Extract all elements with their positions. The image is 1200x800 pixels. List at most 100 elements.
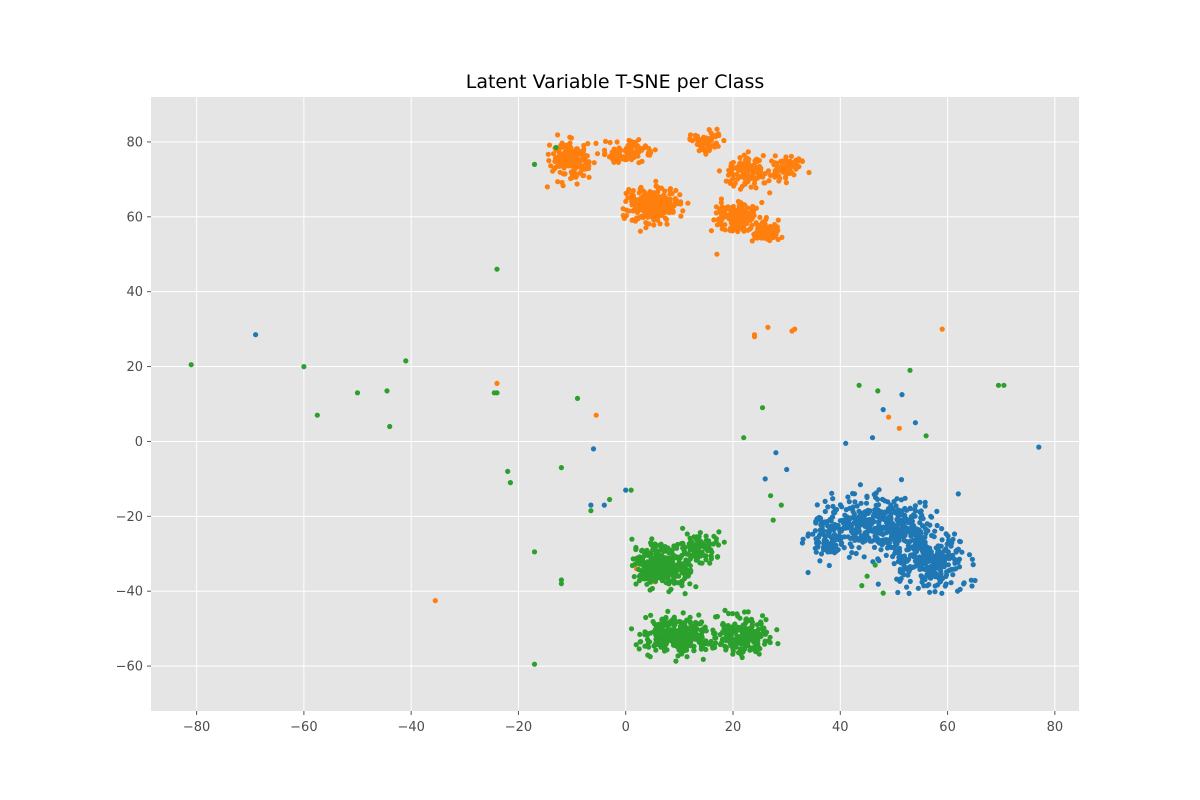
- data-point: [707, 560, 713, 566]
- data-point: [828, 518, 834, 524]
- data-point: [907, 505, 913, 511]
- data-point: [876, 558, 882, 564]
- data-point: [753, 647, 759, 654]
- x-tick-label: 0: [622, 720, 630, 735]
- data-point: [770, 234, 777, 241]
- data-point: [657, 634, 663, 640]
- data-point: [768, 493, 774, 499]
- data-point: [812, 545, 818, 551]
- data-point: [884, 539, 890, 545]
- y-tick-label: −20: [116, 510, 143, 525]
- data-point: [555, 132, 561, 138]
- data-point: [743, 631, 749, 637]
- data-point: [662, 621, 668, 627]
- data-point: [851, 491, 858, 497]
- data-point: [945, 533, 951, 539]
- data-point: [601, 502, 607, 508]
- data-point: [637, 639, 643, 645]
- data-point: [841, 545, 847, 551]
- x-tick-label: 60: [939, 720, 956, 735]
- data-point: [507, 480, 513, 486]
- data-point: [732, 180, 738, 186]
- data-point: [637, 631, 643, 638]
- data-point: [925, 558, 931, 565]
- data-point: [898, 556, 904, 562]
- data-point: [649, 536, 655, 542]
- data-point: [760, 153, 766, 159]
- data-point: [562, 171, 568, 177]
- data-point: [691, 643, 697, 650]
- data-point: [946, 555, 952, 562]
- data-point: [929, 552, 936, 559]
- data-point: [693, 621, 699, 627]
- data-point: [856, 525, 862, 531]
- data-point: [677, 192, 683, 198]
- data-point: [872, 562, 878, 568]
- data-point: [629, 536, 635, 542]
- data-point: [585, 141, 591, 147]
- data-point: [763, 617, 769, 623]
- data-point: [703, 151, 709, 157]
- data-point: [568, 151, 574, 157]
- data-point: [715, 131, 722, 137]
- data-point: [691, 553, 698, 559]
- data-point: [894, 516, 900, 522]
- data-point: [586, 159, 592, 165]
- data-point: [713, 635, 719, 641]
- data-point: [692, 132, 699, 138]
- data-point: [555, 179, 561, 185]
- data-point: [644, 193, 650, 199]
- data-point: [643, 614, 649, 621]
- data-point: [907, 367, 913, 373]
- data-point: [883, 530, 890, 536]
- data-point: [749, 238, 755, 244]
- data-point: [646, 145, 652, 151]
- data-point: [548, 163, 554, 169]
- data-point: [581, 142, 587, 149]
- data-point: [739, 209, 745, 215]
- data-point: [943, 573, 949, 580]
- data-point: [693, 634, 700, 640]
- data-point: [314, 412, 320, 418]
- data-point: [934, 522, 940, 529]
- data-point: [636, 202, 642, 209]
- data-point: [708, 130, 714, 136]
- data-point: [837, 528, 843, 535]
- y-tick-label: 40: [126, 285, 143, 300]
- data-point: [571, 169, 577, 175]
- data-point: [641, 576, 647, 582]
- data-point: [866, 510, 872, 516]
- data-point: [623, 207, 630, 213]
- data-point: [935, 547, 941, 553]
- data-point: [758, 619, 764, 625]
- data-point: [924, 571, 930, 578]
- data-point: [851, 511, 858, 517]
- data-point: [384, 388, 390, 394]
- data-point: [864, 532, 870, 539]
- data-point: [652, 642, 659, 648]
- data-point: [740, 219, 746, 225]
- data-point: [625, 142, 631, 148]
- data-point: [856, 513, 863, 519]
- data-point: [659, 197, 666, 203]
- data-point: [354, 390, 361, 396]
- data-point: [754, 637, 761, 643]
- data-point: [870, 513, 877, 519]
- data-point: [1036, 444, 1042, 450]
- data-point: [872, 533, 878, 539]
- data-point: [871, 544, 878, 551]
- data-point: [622, 157, 628, 163]
- data-point: [736, 174, 742, 180]
- data-point: [930, 557, 936, 563]
- data-point: [894, 541, 900, 547]
- data-point: [898, 477, 905, 483]
- data-point: [848, 515, 854, 521]
- data-point: [580, 172, 586, 179]
- data-point: [749, 646, 755, 652]
- data-point: [839, 534, 845, 540]
- data-point: [730, 651, 736, 657]
- data-point: [633, 544, 639, 551]
- data-point: [561, 165, 567, 171]
- data-point: [909, 518, 916, 524]
- data-point: [931, 570, 937, 577]
